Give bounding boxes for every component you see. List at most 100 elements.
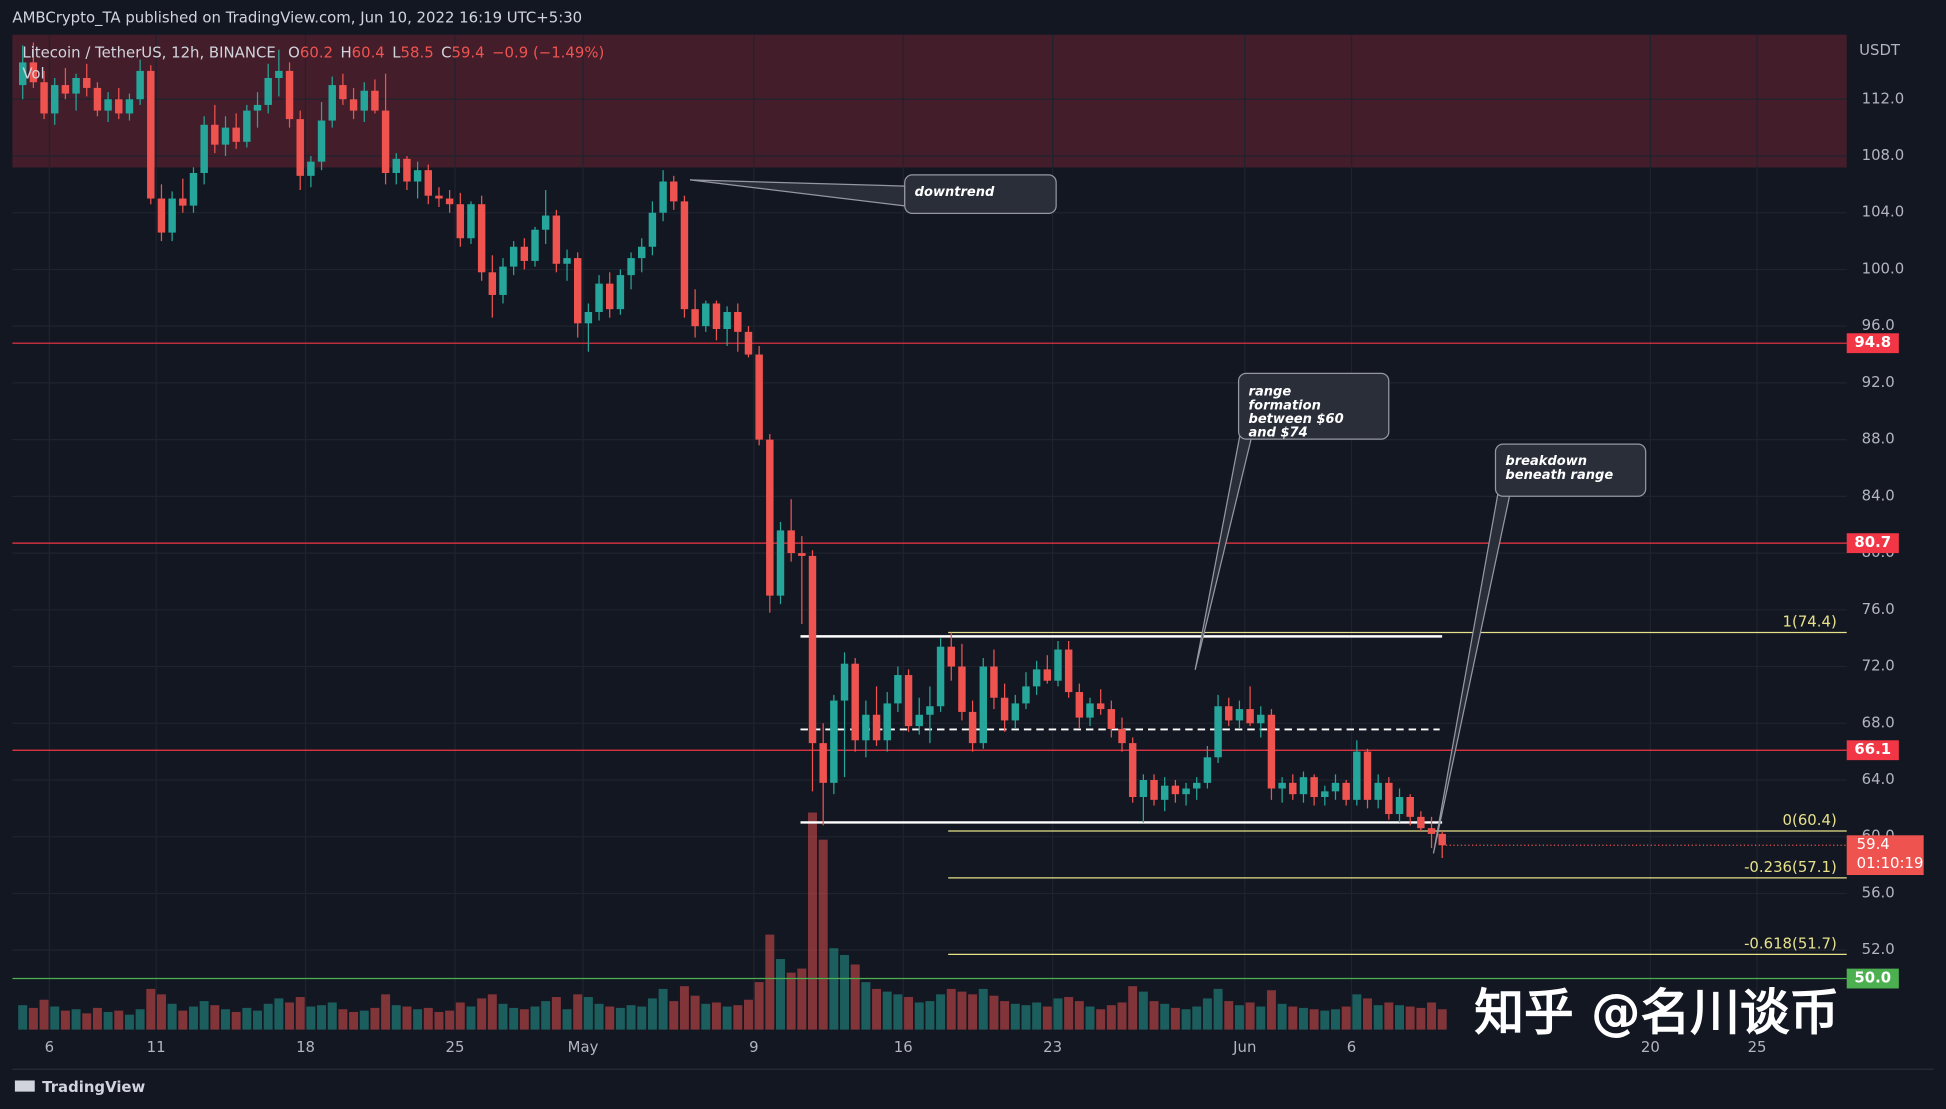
- y-tick-label: 92.0: [1862, 373, 1895, 391]
- candle-body: [862, 714, 870, 741]
- candle-body: [275, 70, 283, 78]
- levels-layer: 1(74.4) 0(60.4) -0.236(57.1) -0.618(51.7): [12, 342, 1847, 980]
- volume-bar: [882, 991, 892, 1030]
- candle-body: [744, 331, 753, 355]
- legend-item: 60.2: [300, 43, 333, 61]
- volume-bar: [370, 1007, 380, 1030]
- level-tag-label: 80.7: [1854, 533, 1891, 551]
- candle-body: [221, 127, 230, 145]
- candle-body: [179, 198, 187, 206]
- candle-body: [115, 99, 123, 114]
- candle-body: [253, 104, 262, 111]
- candle-body: [840, 663, 849, 701]
- volume-bar: [1341, 1006, 1351, 1030]
- volume-bar: [146, 988, 156, 1030]
- x-tick-label: 6: [45, 1038, 54, 1056]
- legend-item: C: [441, 43, 451, 61]
- volume-bar: [60, 1010, 70, 1030]
- candle-body: [509, 246, 518, 267]
- volume-bar: [573, 994, 583, 1030]
- volume-bar: [978, 988, 988, 1030]
- candle-body: [766, 439, 774, 596]
- axes: 52.056.060.064.068.072.076.080.084.088.0…: [45, 89, 1924, 1056]
- level-tag: [1846, 740, 1899, 761]
- y-tick-label: 72.0: [1862, 657, 1895, 675]
- candle-body: [1000, 697, 1009, 721]
- candle-body: [381, 110, 390, 174]
- fib-label: -0.618(51.7): [1744, 935, 1837, 953]
- volume-bar: [92, 1007, 102, 1030]
- volume-bar: [50, 1006, 60, 1030]
- volume-bar: [690, 995, 700, 1030]
- volume-bar: [39, 999, 49, 1030]
- candle-body: [1363, 751, 1372, 800]
- candle-body: [1257, 714, 1265, 724]
- candle-body: [872, 714, 881, 741]
- candle-body: [93, 87, 102, 111]
- candle-body: [147, 70, 155, 199]
- fib-label: -0.236(57.1): [1744, 858, 1837, 876]
- candle-body: [1299, 777, 1308, 795]
- volume-bar: [210, 1005, 220, 1030]
- volume-bar: [1384, 1002, 1394, 1030]
- footer: TradingView: [42, 1078, 145, 1096]
- callout-box: [1494, 443, 1647, 497]
- annotation-text: breakdown beneath range: [1505, 454, 1614, 483]
- volume-bar: [1320, 1010, 1330, 1030]
- candle-body: [1406, 797, 1414, 817]
- volume-bar: [1074, 1001, 1084, 1030]
- candle-body: [445, 198, 454, 205]
- volume-bar: [776, 959, 785, 1030]
- volume-bar: [1117, 1002, 1127, 1030]
- volume-bar: [893, 994, 903, 1030]
- y-tick-label: 88.0: [1862, 430, 1895, 448]
- volume-bar: [1373, 1005, 1383, 1030]
- candle-body: [787, 530, 795, 554]
- countdown: 01:10:19: [1857, 854, 1924, 872]
- volume-bar: [1224, 1001, 1234, 1030]
- volume-bar: [551, 997, 561, 1030]
- candle-body: [424, 170, 433, 196]
- volume-bar: [722, 1006, 732, 1030]
- volume-bar: [829, 948, 839, 1030]
- candle-body: [18, 62, 27, 86]
- candle-body: [264, 77, 272, 105]
- footer-logo: [14, 1080, 35, 1092]
- candle-body: [691, 309, 699, 327]
- candle-body: [1064, 649, 1073, 693]
- candle-body: [488, 272, 497, 295]
- volume-bar: [1170, 1007, 1180, 1030]
- legend-item: Litecoin / TetherUS, 12h, BINANCE: [22, 43, 275, 61]
- volume-bar: [1000, 1001, 1010, 1030]
- volume-bar: [605, 1006, 615, 1030]
- volume-bar: [1085, 1006, 1095, 1030]
- y-tick-label: 104.0: [1862, 203, 1905, 221]
- annotation-text: range formation between $60 and $74: [1248, 384, 1344, 440]
- y-tick-label: 76.0: [1862, 600, 1895, 618]
- candle-body: [680, 201, 689, 310]
- volume-bar: [1213, 988, 1223, 1030]
- candle-body: [595, 283, 603, 312]
- volume-bar: [541, 1001, 551, 1030]
- volume-bar: [359, 1010, 369, 1030]
- candle-body: [648, 212, 657, 247]
- candle-body: [360, 90, 368, 111]
- candle-body: [638, 246, 646, 259]
- y-tick-label: 112.0: [1862, 89, 1905, 107]
- candle-body: [1278, 782, 1286, 789]
- x-tick-label: 16: [894, 1038, 913, 1056]
- callout: downtrend: [915, 185, 995, 199]
- candle-body: [1203, 757, 1212, 783]
- volume-bar: [658, 988, 668, 1030]
- volume-bar: [808, 812, 817, 1030]
- volume-bar: [103, 1011, 113, 1030]
- level-tag: [1846, 968, 1899, 989]
- volume-bar: [1245, 1002, 1255, 1030]
- volume-bar: [509, 1007, 519, 1030]
- x-tick-label: 25: [1748, 1038, 1767, 1056]
- candle-body: [1438, 833, 1446, 846]
- legend-item: L: [392, 43, 401, 61]
- volume-bar: [1437, 1009, 1447, 1030]
- volume-bar: [1202, 998, 1212, 1030]
- candle-body: [83, 77, 91, 88]
